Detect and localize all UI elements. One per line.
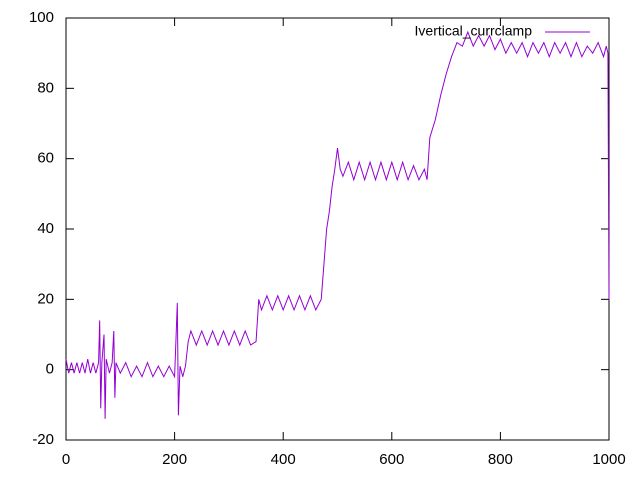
series-line — [65, 30, 610, 419]
x-tick-label: 400 — [271, 451, 296, 468]
y-tick-label: 20 — [37, 290, 54, 307]
y-tick-label: 40 — [37, 220, 54, 237]
y-tick-label: 60 — [37, 150, 54, 167]
x-tick-label: 0 — [62, 451, 70, 468]
x-tick-label: 600 — [379, 451, 404, 468]
y-tick-label: 100 — [29, 9, 54, 26]
plot-border — [65, 17, 610, 441]
legend-label: Ivertical_currclamp — [415, 23, 533, 39]
y-tick-label: -20 — [32, 431, 54, 448]
x-tick-label: 200 — [162, 451, 187, 468]
x-tick-label: 800 — [488, 451, 513, 468]
y-tick-label: 0 — [46, 361, 54, 378]
y-tick-label: 80 — [37, 79, 54, 96]
x-tick-label: 1000 — [592, 451, 625, 468]
